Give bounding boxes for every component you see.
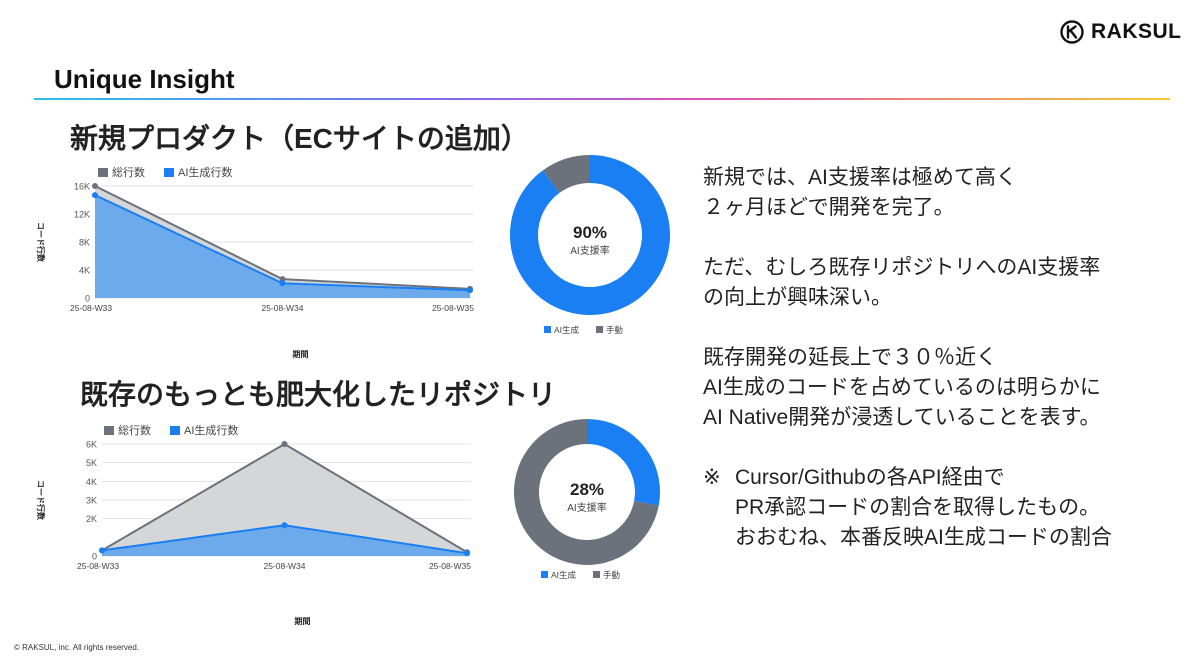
insight-description: 新規では、AI支援率は極めて高く ２ヶ月ほどで開発を完了。 ただ、むしろ既存リポ… bbox=[703, 163, 1183, 553]
insight-line: の向上が興味深い。 bbox=[703, 286, 892, 309]
legend-label-manual: 手動 bbox=[606, 325, 623, 335]
series-area-total bbox=[102, 444, 467, 556]
insight-paragraph-2: ただ、むしろ既存リポジトリへのAI支援率 の向上が興味深い。 bbox=[703, 253, 1183, 313]
data-point-ai bbox=[279, 280, 286, 287]
area-chart-new-product: 0 4K 8K 12K 16K 25-08-W33 25-08-W34 25-08-W35 総行… bbox=[36, 165, 474, 359]
raksul-logo-icon bbox=[1060, 20, 1084, 44]
y-tick-label: 0 bbox=[85, 294, 90, 304]
donut-slice-manual bbox=[514, 419, 659, 565]
y-tick-label: 5K bbox=[86, 458, 97, 468]
donut-slice-ai bbox=[510, 155, 670, 315]
donut-slice-manual bbox=[542, 155, 590, 193]
y-tick-label: 6K bbox=[86, 440, 97, 450]
y-tick-label: 8K bbox=[79, 238, 90, 248]
x-tick-label: 25-08-W33 bbox=[70, 303, 112, 313]
legend-swatch-manual bbox=[593, 571, 600, 578]
legend-label-ai: AI生成 bbox=[551, 570, 577, 580]
donut-center-value: 28% bbox=[570, 480, 604, 499]
donut-slice-ai bbox=[587, 419, 660, 506]
insight-note: ※ Cursor/Githubの各API経由で PR承認コードの割合を取得したも… bbox=[703, 463, 1183, 553]
legend-swatch-ai bbox=[164, 168, 174, 177]
y-tick-label: 4K bbox=[79, 266, 90, 276]
legend-label-total: 総行数 bbox=[118, 423, 151, 437]
insight-line: 新規では、AI支援率は極めて高く bbox=[703, 166, 1017, 189]
donut-center-value: 90% bbox=[573, 223, 607, 242]
data-point-total bbox=[92, 183, 98, 189]
legend-swatch-ai bbox=[170, 426, 180, 435]
insight-line: ２ヶ月ほどで開発を完了。 bbox=[703, 196, 955, 219]
title-divider bbox=[34, 98, 1170, 100]
legend-label-ai: AI生成行数 bbox=[184, 423, 238, 437]
y-tick-label: 2K bbox=[86, 514, 97, 524]
note-line: Cursor/Githubの各API経由で bbox=[735, 466, 1005, 489]
data-point-ai bbox=[92, 192, 98, 199]
legend-label-total: 総行数 bbox=[112, 165, 145, 179]
note-mark: ※ bbox=[703, 466, 721, 489]
legend-label-manual: 手動 bbox=[603, 570, 620, 580]
x-tick-label: 25-08-W34 bbox=[261, 303, 303, 313]
note-lines: Cursor/Githubの各API経由で PR承認コードの割合を取得したもの。… bbox=[735, 463, 1112, 553]
brand-name: RAKSUL bbox=[1091, 20, 1182, 43]
legend-label-ai: AI生成 bbox=[554, 325, 580, 335]
data-point-ai bbox=[464, 550, 470, 557]
x-tick-label: 25-08-W33 bbox=[77, 561, 119, 571]
y-axis-label: コード行数 bbox=[36, 480, 46, 521]
x-axis-label: 期間 bbox=[293, 349, 309, 359]
insight-line: AI Native開発が浸透していることを表す。 bbox=[703, 406, 1101, 429]
data-point-total bbox=[279, 276, 286, 283]
section-title-new-product: 新規プロダクト（ECサイトの追加） bbox=[70, 123, 529, 154]
donut-chart-new-product: 90% AI支援率 AI生成 手動 bbox=[510, 155, 670, 335]
insight-line: ただ、むしろ既存リポジトリへのAI支援率 bbox=[703, 256, 1101, 279]
y-tick-label: 0 bbox=[92, 552, 97, 562]
x-tick-label: 25-08-W35 bbox=[432, 303, 474, 313]
note-line: おおむね、本番反映AI生成コードの割合 bbox=[735, 526, 1112, 549]
insight-paragraph-1: 新規では、AI支援率は極めて高く ２ヶ月ほどで開発を完了。 bbox=[703, 163, 1183, 223]
data-point-ai bbox=[467, 287, 473, 294]
series-area-ai bbox=[102, 525, 467, 556]
y-tick-label: 3K bbox=[86, 496, 97, 506]
donut-center-label: AI支援率 bbox=[570, 244, 609, 257]
legend-swatch-total bbox=[104, 426, 114, 435]
insight-line: 既存開発の延長上で３０％近く bbox=[703, 346, 997, 369]
brand-logo: RAKSUL bbox=[1060, 20, 1182, 44]
legend-swatch-total bbox=[98, 168, 108, 177]
donut-center-label: AI支援率 bbox=[567, 501, 606, 514]
insight-paragraph-3: 既存開発の延長上で３０％近く AI生成のコードを占めているのは明らかに AI N… bbox=[703, 343, 1183, 433]
x-tick-label: 25-08-W35 bbox=[429, 561, 471, 571]
legend-swatch-ai bbox=[541, 571, 548, 578]
y-tick-label: 4K bbox=[86, 477, 97, 487]
data-point-ai bbox=[99, 547, 105, 554]
legend-swatch-ai bbox=[544, 326, 551, 333]
series-area-ai bbox=[95, 195, 470, 298]
y-tick-label: 12K bbox=[74, 210, 90, 220]
legend-label-ai: AI生成行数 bbox=[178, 165, 232, 179]
data-point-total bbox=[281, 441, 288, 447]
x-tick-label: 25-08-W34 bbox=[263, 561, 305, 571]
area-chart-legacy-repo: 0 2K 3K 4K 5K 6K 25-08-W33 25-08-W34 25-08-W35 総行… bbox=[36, 423, 471, 626]
section-title-legacy-repo: 既存のもっとも肥大化したリポジトリ bbox=[80, 379, 557, 410]
page-title: Unique Insight bbox=[54, 64, 235, 94]
x-axis-label: 期間 bbox=[295, 616, 311, 626]
note-line: PR承認コードの割合を取得したもの。 bbox=[735, 496, 1101, 519]
y-tick-label: 16K bbox=[74, 182, 90, 192]
copyright: © RAKSUL, inc. All rights reserved. bbox=[14, 643, 140, 652]
donut-chart-legacy-repo: 28% AI支援率 AI生成 手動 bbox=[514, 419, 660, 580]
y-axis-label: コード行数 bbox=[36, 222, 46, 263]
insight-line: AI生成のコードを占めているのは明らかに bbox=[703, 376, 1101, 399]
legend-swatch-manual bbox=[596, 326, 603, 333]
data-point-ai bbox=[281, 522, 288, 529]
